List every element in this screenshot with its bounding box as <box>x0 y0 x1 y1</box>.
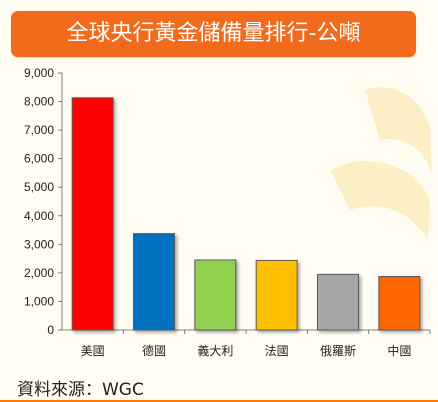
x-axis-labels: 美國 德國 義大利 法國 俄羅斯 中國 <box>81 330 431 358</box>
bar-1 <box>71 97 114 331</box>
y-axis-ticks: 0 1,000 2,000 3,000 4,000 5,000 6,000 7,000 8,00… <box>24 66 62 337</box>
y-tick-label: 8,000 <box>24 95 54 109</box>
y-tick-label: 2,000 <box>24 266 54 280</box>
y-tick-label: 5,000 <box>24 180 54 194</box>
x-tick-label: 法國 <box>265 344 289 358</box>
y-tick-label: 1,000 <box>24 294 54 308</box>
y-tick-label: 3,000 <box>24 237 54 251</box>
bar-6 <box>378 275 421 331</box>
y-tick-label: 7,000 <box>24 123 54 137</box>
x-tick-label: 俄羅斯 <box>320 344 356 358</box>
bar-5 <box>317 273 359 331</box>
y-tick-label: 9,000 <box>24 66 54 80</box>
source-note: 資料來源：WGC <box>17 380 144 400</box>
bar-2 <box>133 233 175 331</box>
bar-4 <box>255 259 298 331</box>
y-tick-label: 4,000 <box>24 209 54 223</box>
background-decoration <box>330 87 432 240</box>
x-tick-label: 德國 <box>142 343 166 358</box>
bottom-divider <box>0 400 438 402</box>
y-tick-label: 6,000 <box>24 152 54 166</box>
x-tick-label: 美國 <box>81 344 105 358</box>
x-tick-label: 中國 <box>387 343 411 358</box>
chart-title: 全球央行黃金儲備量排行-公噸 <box>11 11 416 57</box>
y-tick-label: 0 <box>47 323 54 337</box>
bars <box>71 97 421 331</box>
bar-3 <box>194 259 237 331</box>
x-tick-label: 義大利 <box>197 343 233 358</box>
